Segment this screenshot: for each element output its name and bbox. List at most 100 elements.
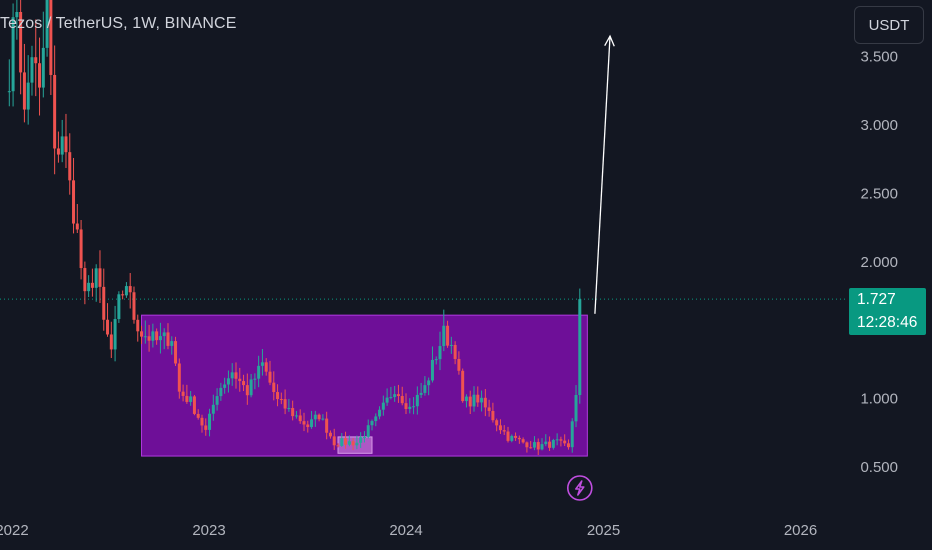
candle <box>72 157 76 234</box>
candle <box>506 426 510 443</box>
candle <box>321 414 325 421</box>
candle <box>158 322 162 354</box>
candle <box>555 433 559 446</box>
candle <box>461 368 465 403</box>
candle <box>510 434 514 443</box>
candles <box>7 0 582 455</box>
candle <box>302 412 306 432</box>
candle <box>396 384 400 403</box>
candle <box>19 0 23 95</box>
candle <box>185 384 189 404</box>
candle <box>480 390 484 412</box>
candle <box>45 0 49 57</box>
candle <box>351 438 355 451</box>
candle <box>189 390 193 406</box>
candle <box>90 268 94 297</box>
candle <box>423 376 427 396</box>
candle <box>113 305 117 362</box>
candle <box>260 349 264 376</box>
candle <box>404 393 408 415</box>
candle <box>283 389 287 415</box>
lightning-icon[interactable] <box>566 475 593 501</box>
candle <box>325 411 329 440</box>
candle <box>136 314 140 342</box>
candle <box>529 441 533 449</box>
candle <box>298 409 302 424</box>
time-tick-label: 2022 <box>0 522 29 539</box>
candle <box>578 288 582 404</box>
price-tick-label: 3.500 <box>860 49 898 66</box>
candle <box>268 360 272 386</box>
candle <box>521 437 525 444</box>
candle <box>106 303 110 337</box>
candle <box>517 435 521 444</box>
candle <box>468 390 472 415</box>
candle <box>192 394 196 416</box>
candle <box>548 436 552 451</box>
candle <box>347 435 351 447</box>
time-axis[interactable]: 2022 2023 2024 2025 2026 <box>0 522 817 539</box>
candle <box>230 363 234 386</box>
candle <box>502 425 506 435</box>
candle <box>223 377 227 394</box>
candle <box>389 386 393 400</box>
candle <box>483 389 487 417</box>
candle <box>253 373 257 390</box>
candle <box>313 410 317 427</box>
candle <box>498 419 502 434</box>
projection-arrow[interactable] <box>594 36 611 314</box>
candle <box>525 441 529 453</box>
candle <box>306 420 310 433</box>
candle <box>177 358 181 399</box>
candle <box>381 395 385 416</box>
candle <box>430 346 434 383</box>
candle <box>242 374 246 391</box>
candle <box>79 219 83 280</box>
candle <box>457 351 461 375</box>
candle <box>75 204 79 233</box>
candle <box>434 356 438 365</box>
candle <box>15 0 19 40</box>
candle <box>536 438 540 455</box>
price-tick-label: 3.000 <box>860 117 898 134</box>
candle <box>219 382 223 401</box>
candle <box>204 418 208 436</box>
candle <box>359 432 363 448</box>
candle <box>317 413 321 422</box>
candle <box>162 328 166 350</box>
candle <box>196 409 200 420</box>
time-tick-label: 2025 <box>587 522 620 539</box>
symbol-title[interactable]: Tezos / TetherUS, 1W, BINANCE <box>0 15 237 32</box>
candle <box>532 436 536 451</box>
candle <box>124 282 128 298</box>
price-tick-label: 0.500 <box>860 459 898 476</box>
currency-button[interactable]: USDT <box>854 6 924 44</box>
candle <box>60 119 64 163</box>
candle <box>53 45 57 175</box>
projection-arrow-head <box>604 34 615 47</box>
candle <box>294 410 298 419</box>
candle <box>374 413 378 427</box>
candle <box>64 113 68 168</box>
candle <box>98 250 102 304</box>
candle <box>234 362 238 389</box>
candle <box>464 394 468 408</box>
candle <box>340 432 344 447</box>
time-tick-label: 2023 <box>192 522 225 539</box>
candle <box>415 386 419 415</box>
candle <box>132 286 136 324</box>
candle <box>38 37 42 116</box>
candle <box>68 133 72 195</box>
candle <box>7 59 11 107</box>
candle <box>559 436 563 447</box>
candle <box>279 392 283 405</box>
price-tick-label: 1.000 <box>860 391 898 408</box>
candle <box>128 273 132 309</box>
candle <box>438 331 442 371</box>
candle <box>287 398 291 412</box>
candle <box>412 397 416 415</box>
candle <box>151 323 155 348</box>
